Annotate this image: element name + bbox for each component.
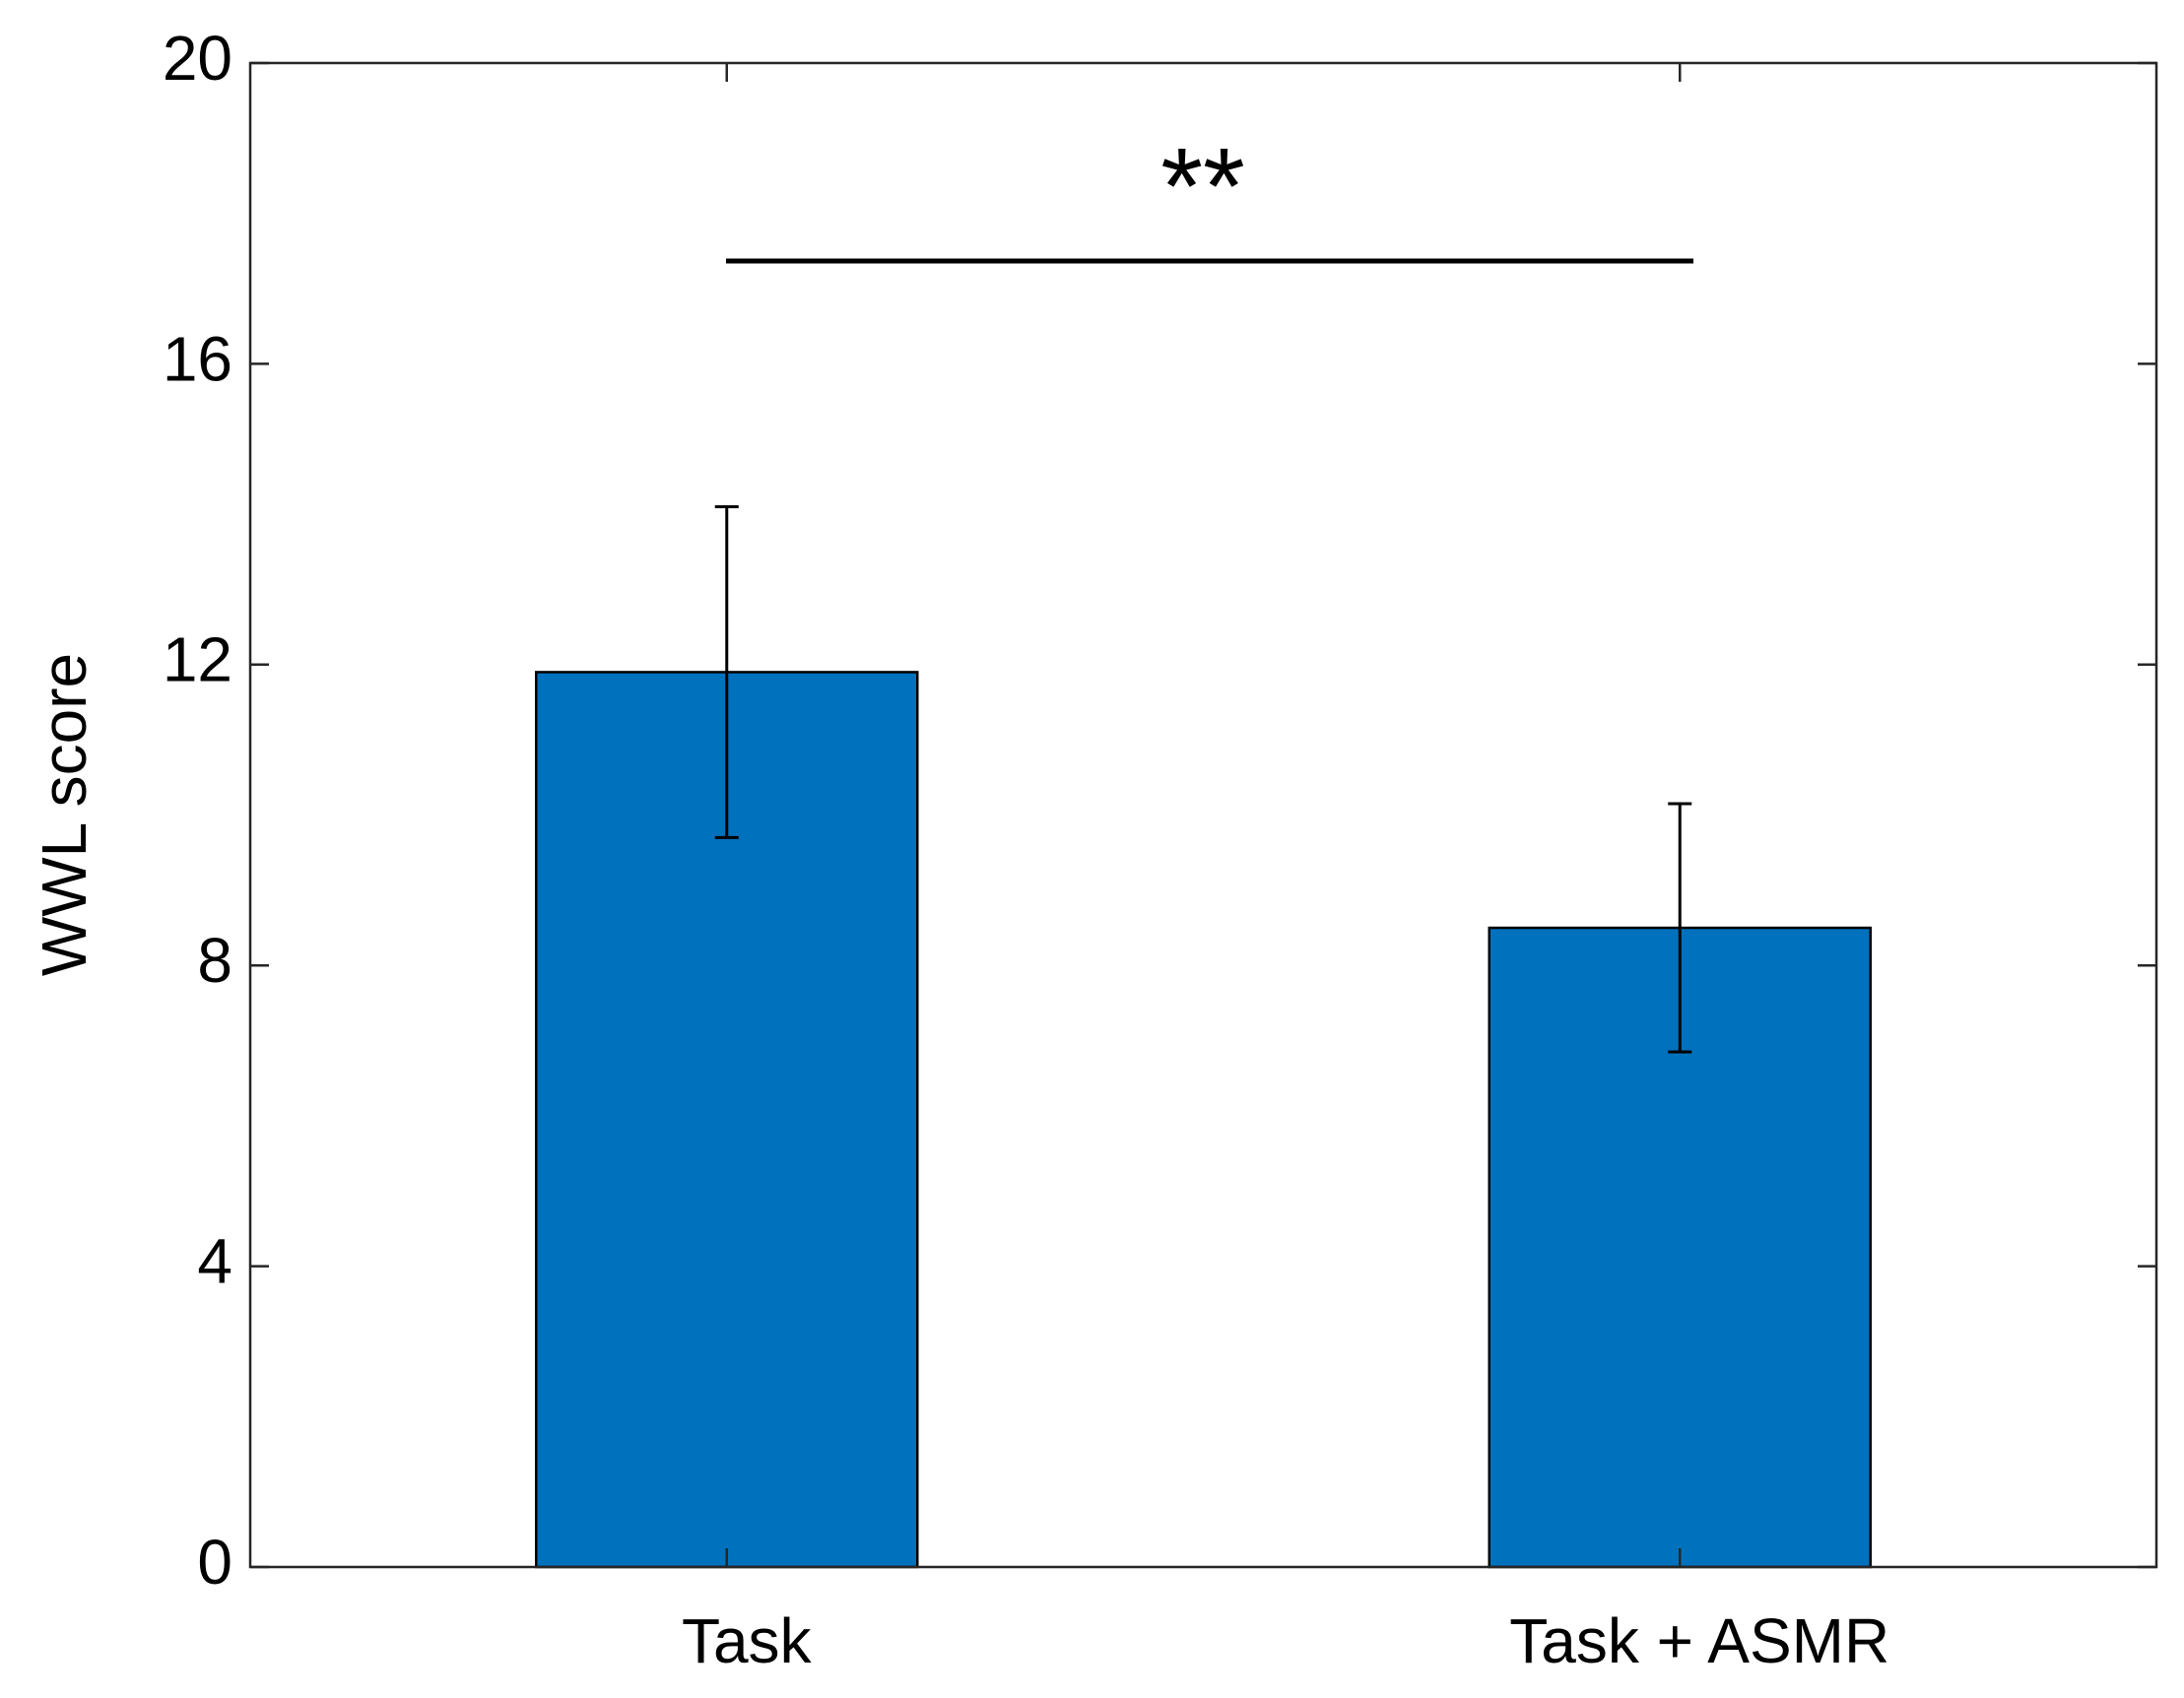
y-axis-label: WWL score (29, 653, 99, 976)
error-bar (714, 504, 739, 839)
y-tick-label: 4 (197, 1226, 232, 1297)
y-tick-label: 8 (197, 925, 232, 996)
significance-label: ** (1160, 126, 1245, 247)
y-tick-label: 12 (163, 624, 232, 695)
y-tick-label: 20 (163, 23, 232, 94)
axes-frame (248, 61, 2158, 1569)
y-tick-label: 0 (197, 1527, 232, 1598)
error-bar (1668, 802, 1692, 1054)
x-tick-label: Task (682, 1605, 813, 1676)
y-tick-label: 16 (163, 323, 232, 394)
x-tick-label: Task + ASMR (1509, 1605, 1889, 1676)
